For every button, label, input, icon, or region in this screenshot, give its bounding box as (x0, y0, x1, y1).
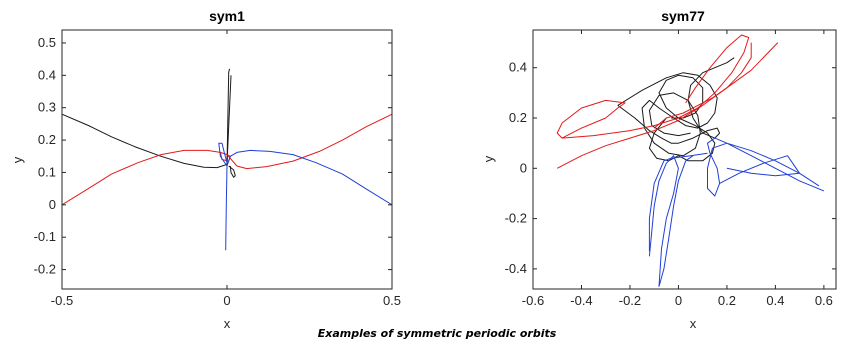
series-line-blue-6 (218, 142, 228, 167)
x-tick-label-sym77: -0.4 (570, 293, 592, 308)
y-tick-label-sym1: 0.5 (38, 35, 56, 50)
y-tick-label-sym77: 0.2 (509, 110, 527, 125)
x-tick-label-sym1: 0 (223, 293, 230, 308)
x-tick-label-sym77: -0.2 (619, 293, 641, 308)
y-axis-label-sym77: y (481, 155, 496, 162)
x-tick-label-sym1: -0.5 (51, 293, 73, 308)
y-tick-label-sym77: 0.4 (509, 60, 527, 75)
x-tick-label-sym77: 0.6 (815, 293, 833, 308)
y-tick-label-sym77: -0.4 (505, 261, 527, 276)
series-line-black-2 (228, 165, 236, 178)
series-line-black-1 (226, 68, 231, 165)
x-tick-label-sym77: 0 (675, 293, 682, 308)
x-tick-label-sym77: 0.2 (718, 293, 736, 308)
series-line-blue-10 (648, 152, 708, 252)
series-line-red-4 (556, 99, 626, 139)
axes-frame-sym77 (532, 29, 837, 290)
y-tick-label-sym1: 0.3 (38, 100, 56, 115)
series-line-blue-7 (707, 137, 825, 197)
x-tick-label-sym1: 0.5 (383, 293, 401, 308)
series-group-sym1 (62, 68, 392, 251)
y-tick-label-sym77: 0 (520, 160, 527, 175)
plot-title-sym1: sym1 (209, 8, 245, 24)
x-tick-label-sym77: 0.4 (766, 293, 784, 308)
series-line-red-5 (562, 34, 750, 139)
figure-caption: Examples of symmetric periodic orbits (318, 327, 557, 339)
y-tick-label-sym1: 0.1 (38, 164, 56, 179)
y-tick-label-sym1: 0.4 (38, 67, 56, 82)
series-line-black-0 (62, 75, 232, 169)
series-group-sym77 (556, 34, 825, 287)
x-axis-label-sym77: x (690, 316, 697, 331)
plot-sym77: sym77 x y -0.6 -0.4 -0.2 0 0.2 0.4 0.6 -0.4 -0.2… (481, 8, 837, 331)
x-axis-label-sym1: x (224, 316, 231, 331)
y-tick-label-sym1: 0.2 (38, 132, 56, 147)
y-tick-label-sym77: -0.2 (505, 211, 527, 226)
x-tick-label-sym77: -0.6 (522, 293, 544, 308)
series-line-blue-8 (648, 155, 694, 287)
y-tick-label-sym1: -0.1 (34, 229, 56, 244)
series-line-black-0 (617, 72, 718, 157)
y-tick-label-sym1: 0 (49, 197, 56, 212)
plot-sym1: sym1 x y -0.5 0 0.5 -0.2 -0.1 0 0.1 0.2 0.3 0.4 0.… (10, 8, 401, 331)
y-axis-label-sym1: y (10, 156, 25, 163)
series-line-black-2 (648, 74, 716, 162)
series-line-red-6 (653, 42, 752, 129)
series-line-blue-9 (719, 155, 801, 184)
y-tick-label-sym1: -0.2 (34, 262, 56, 277)
series-line-black-1 (617, 57, 735, 144)
series-line-blue-5 (225, 149, 392, 251)
plot-title-sym77: sym77 (661, 8, 705, 24)
series-line-red-3 (556, 42, 779, 169)
